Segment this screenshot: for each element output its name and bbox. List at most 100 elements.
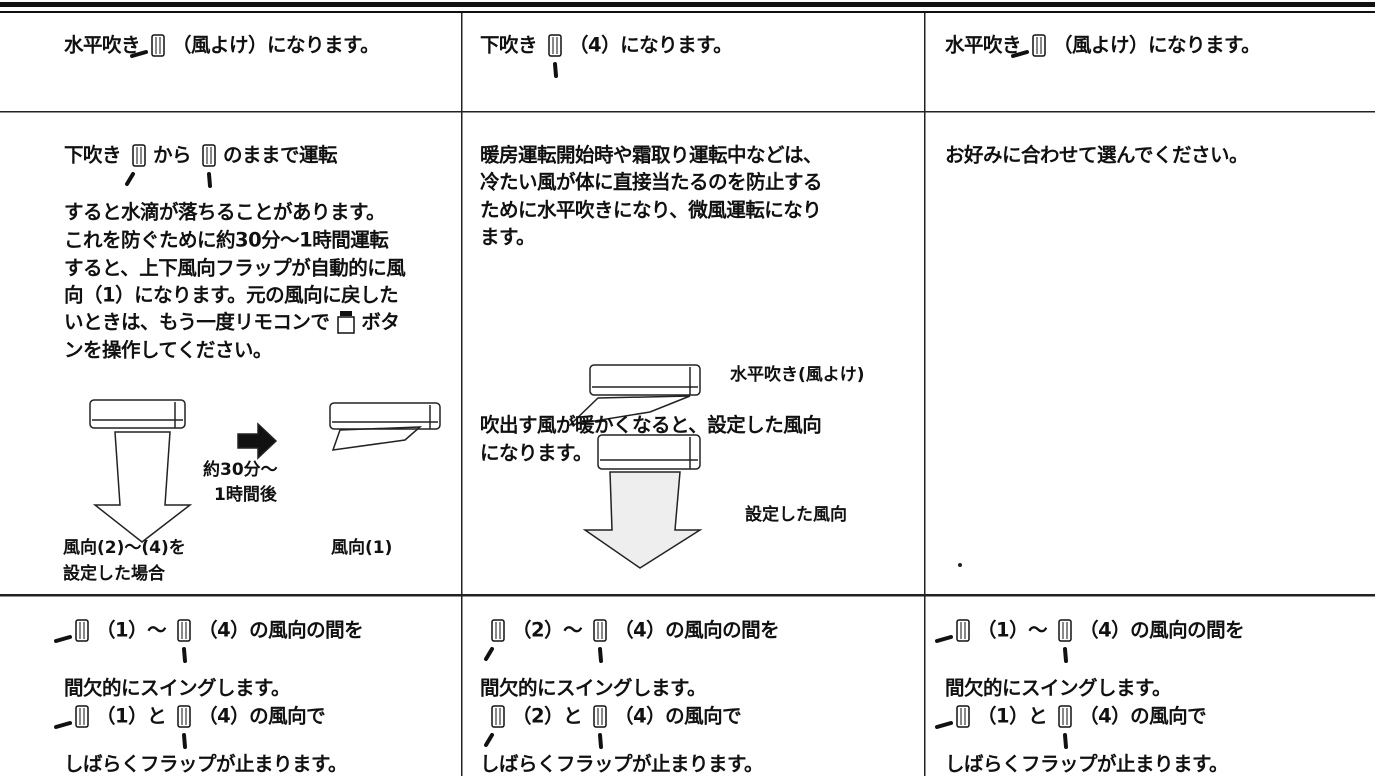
text: ために水平吹きになり、微風運転になり <box>480 198 822 222</box>
text-line: ます。 <box>480 224 536 250</box>
text: （風よけ）になります。 <box>172 33 380 57</box>
text: のままで運転 <box>223 143 338 167</box>
text: 間欠的にスイングします。 <box>480 676 707 700</box>
text: 水平吹き <box>945 33 1022 57</box>
text: すると水滴が落ちることがあります。 <box>64 200 386 224</box>
figure-label: 約30分～ <box>203 460 278 480</box>
text-line: しばらくフラップが止まります。 <box>64 751 348 777</box>
text-line: ために水平吹きになり、微風運転になり <box>480 197 822 223</box>
text: から <box>153 143 192 167</box>
flap-icon <box>935 704 970 729</box>
text: 間欠的にスイングします。 <box>945 676 1172 700</box>
figure-label: 設定した風向 <box>745 505 847 525</box>
text: お好みに合わせて選んでください。 <box>945 143 1249 167</box>
text-line: （1）～ （4）の風向の間を <box>54 617 364 663</box>
top-rule <box>0 11 1375 13</box>
text-line: （2）～ （4）の風向の間を <box>480 617 780 663</box>
illustration <box>89 399 441 543</box>
text: しばらくフラップが止まります。 <box>945 752 1229 776</box>
flap-icon <box>593 618 607 663</box>
flap-icon <box>548 33 562 78</box>
text: （4）になります。 <box>569 33 733 57</box>
text-line: 暖房運転開始時や霜取り運転中などは、 <box>480 142 823 168</box>
flap-icon <box>54 704 89 729</box>
text-line: 間欠的にスイングします。 <box>64 675 291 701</box>
text-line: 間欠的にスイングします。 <box>480 675 707 701</box>
flap-icon <box>337 310 356 334</box>
flap-icon <box>593 704 607 749</box>
illustration <box>567 364 703 569</box>
text-line: になります。 <box>480 440 593 466</box>
text: （4）の風向の間を <box>1079 618 1245 642</box>
flap-icon <box>1058 618 1072 663</box>
text-line: 水平吹き （風よけ）になります。 <box>945 32 1261 58</box>
text: ます。 <box>480 225 536 249</box>
text-line: 間欠的にスイングします。 <box>945 675 1172 701</box>
text: （2）～ <box>512 618 583 642</box>
flap-icon <box>125 143 146 186</box>
text: 間欠的にスイングします。 <box>64 676 291 700</box>
text: になります。 <box>480 441 593 465</box>
text: （1）と <box>977 704 1048 728</box>
flap-icon <box>484 618 505 661</box>
text: （4）の風向で <box>614 704 742 728</box>
text-line: 冷たい風が体に直接当たるのを防止する <box>480 169 823 195</box>
figure-label: 1時間後 <box>214 485 277 505</box>
text: ボタ <box>361 310 400 334</box>
text-line: 吹出す風が暖かくなると、設定した風向 <box>480 412 822 438</box>
text: （4）の風向で <box>198 704 326 728</box>
text: これを防ぐために約30分～1時間運転 <box>64 228 389 252</box>
text: すると、上下風向フラップが自動的に風 <box>64 256 406 280</box>
text: 水平吹き <box>64 33 141 57</box>
text-line: 水平吹き （風よけ）になります。 <box>64 32 380 58</box>
top-rule <box>0 2 1375 7</box>
text: 向（1）になります。元の風向に戻した <box>64 283 399 307</box>
row-border <box>0 594 1375 597</box>
flap-icon <box>935 618 970 643</box>
flap-icon <box>130 33 165 58</box>
text-line: いときは、もう一度リモコンで ボタ <box>64 309 400 335</box>
text: （4）の風向の間を <box>614 618 780 642</box>
text-line: ンを操作してください。 <box>64 337 272 363</box>
text-line: すると水滴が落ちることがあります。 <box>64 199 386 225</box>
text-line: （2）と （4）の風向で <box>480 703 742 749</box>
text-line: （1）と （4）の風向で <box>54 703 326 749</box>
text: （1）と <box>96 704 167 728</box>
text: いときは、もう一度リモコンで <box>64 310 330 334</box>
text-line: （1）と （4）の風向で <box>935 703 1207 749</box>
flap-icon <box>177 618 191 663</box>
text-line: しばらくフラップが止まります。 <box>480 751 764 777</box>
text-line: しばらくフラップが止まります。 <box>945 751 1229 777</box>
row-border <box>0 111 1375 113</box>
text: ンを操作してください。 <box>64 338 272 362</box>
flap-icon <box>54 618 89 643</box>
text: 吹出す風が暖かくなると、設定した風向 <box>480 413 822 437</box>
text: 冷たい風が体に直接当たるのを防止する <box>480 170 823 194</box>
col-border <box>461 13 463 776</box>
text: しばらくフラップが止まります。 <box>64 752 348 776</box>
figure-label: 水平吹き(風よけ) <box>730 365 865 385</box>
figure-label: 風向(1) <box>331 538 393 558</box>
text: （4）の風向で <box>1079 704 1207 728</box>
figure-label: 風向(2)～(4)を <box>63 538 186 558</box>
text-line: 向（1）になります。元の風向に戻した <box>64 282 399 308</box>
dot <box>958 563 962 567</box>
flap-icon <box>1011 33 1046 58</box>
flap-icon <box>1058 704 1072 749</box>
text: （1）～ <box>977 618 1048 642</box>
text-line: お好みに合わせて選んでください。 <box>945 142 1249 168</box>
flap-icon <box>484 704 505 747</box>
text-line: 下吹き （4）になります。 <box>480 32 733 78</box>
text-line: すると、上下風向フラップが自動的に風 <box>64 255 406 281</box>
text-line: これを防ぐために約30分～1時間運転 <box>64 227 389 253</box>
text: 下吹き <box>64 143 122 167</box>
flap-icon <box>177 704 191 749</box>
text: 下吹き <box>480 33 538 57</box>
text: 暖房運転開始時や霜取り運転中などは、 <box>480 143 823 167</box>
flap-icon <box>202 143 216 188</box>
text: （2）と <box>512 704 583 728</box>
text-line: （1）～ （4）の風向の間を <box>935 617 1245 663</box>
text: （4）の風向の間を <box>198 618 364 642</box>
